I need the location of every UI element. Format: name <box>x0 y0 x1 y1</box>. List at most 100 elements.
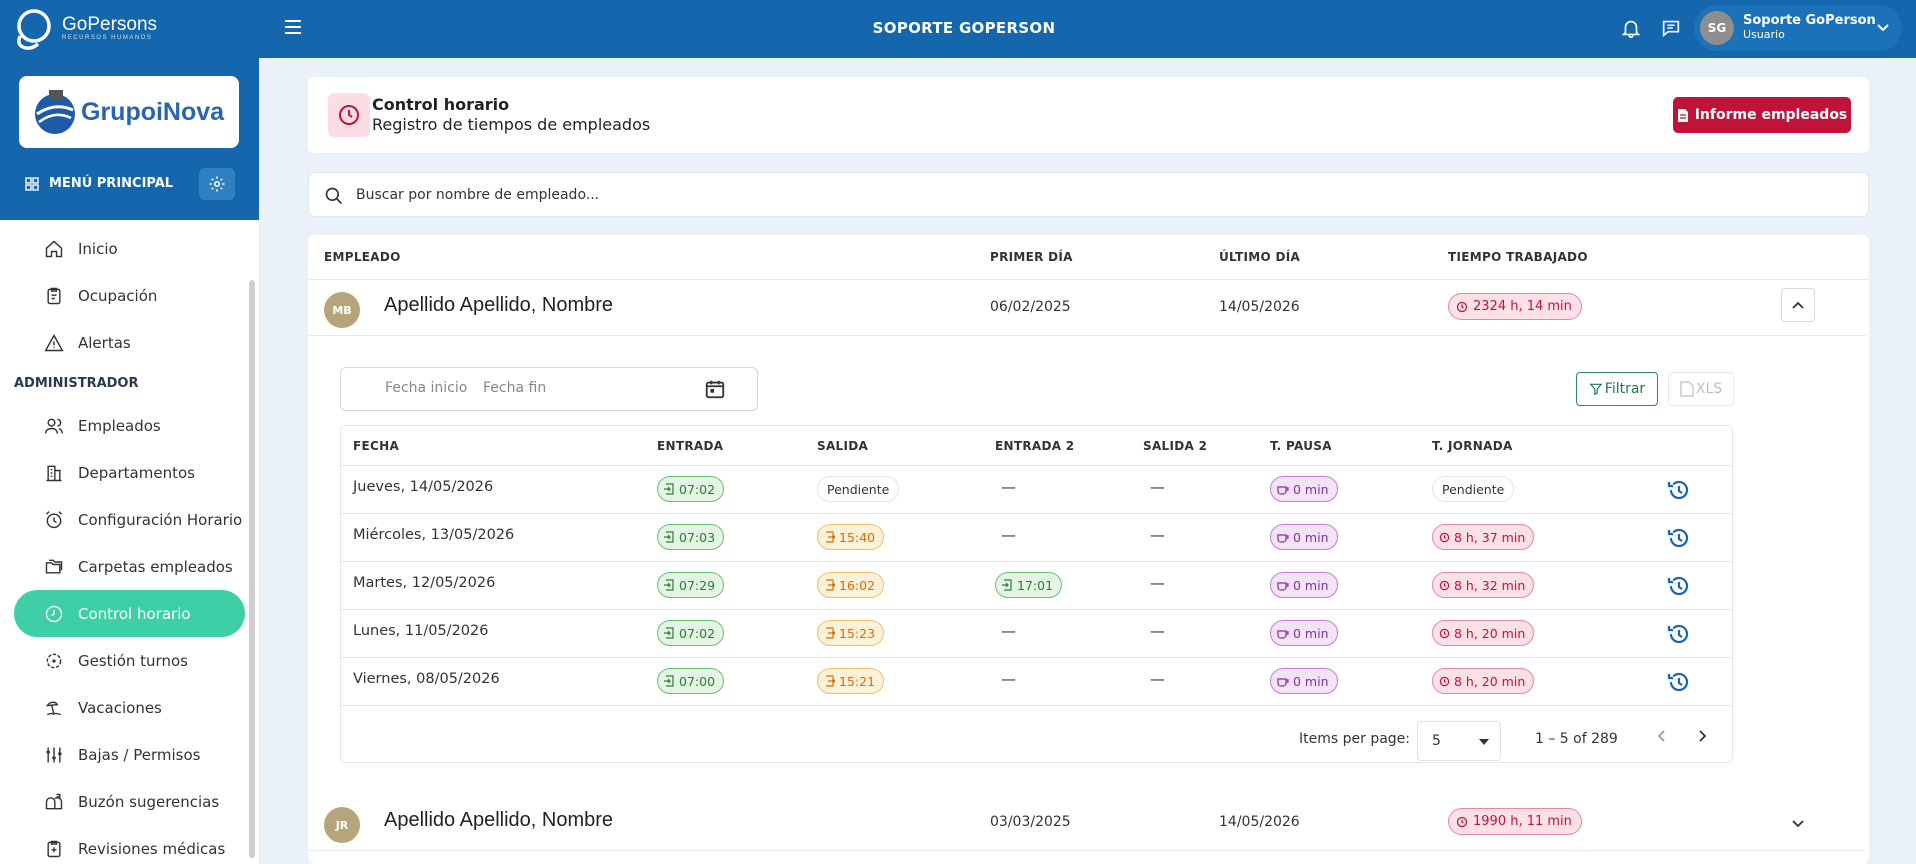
clock-icon <box>1456 816 1468 827</box>
workday-time: 8 h, 37 min <box>1454 529 1526 545</box>
sidebar-item-label: Revisiones médicas <box>78 839 226 858</box>
grid-icon <box>25 176 39 191</box>
sidebar-item-ocupacion[interactable]: Ocupación <box>14 272 245 319</box>
pause-chip: 0 min <box>1270 668 1338 694</box>
sidebar-scrollbar[interactable] <box>249 280 255 858</box>
filter-button[interactable]: Filtrar <box>1576 372 1658 406</box>
clock-icon <box>1439 532 1450 542</box>
entry-icon <box>664 531 674 543</box>
search-icon <box>325 187 343 205</box>
end-date-input[interactable] <box>483 380 573 396</box>
entry-chip: 07:03 <box>657 524 725 550</box>
search-input[interactable] <box>356 183 1756 207</box>
table-row[interactable]: MB Apellido Apellido, Nombre 06/02/2025 … <box>308 280 1866 336</box>
history-icon[interactable] <box>1667 670 1691 694</box>
sidebar-item-revisiones-medicas[interactable]: Revisiones médicas <box>14 825 245 864</box>
time-worked-badge: 1990 h, 11 min <box>1448 808 1582 835</box>
sidebar-item-inicio[interactable]: Inicio <box>14 225 245 272</box>
column-header: TIEMPO TRABAJADO <box>1448 250 1588 264</box>
table-row[interactable]: JR Apellido Apellido, Nombre 03/03/2025 … <box>308 795 1866 851</box>
record-date: Viernes, 08/05/2026 <box>353 671 500 687</box>
employee-avatar: JR <box>324 807 360 843</box>
gear-icon[interactable] <box>199 168 235 200</box>
user-menu[interactable]: SG Soporte GoPerson Usuario <box>1694 5 1902 51</box>
sidebar-item-vacaciones[interactable]: Vacaciones <box>14 684 245 731</box>
bell-icon[interactable] <box>1620 17 1642 39</box>
users-icon <box>44 418 64 434</box>
folders-icon <box>45 559 63 574</box>
gopersons-logo[interactable]: GoPersons RECURSOS HUMANOS <box>12 6 157 50</box>
company-logo: GrupoiNova <box>19 76 239 148</box>
pause-chip: 0 min <box>1270 572 1338 598</box>
column-header: ÚLTIMO DÍA <box>1219 250 1301 264</box>
exit2-time: — <box>1150 670 1165 688</box>
home-icon <box>45 240 63 257</box>
collapse-button[interactable] <box>1781 288 1815 322</box>
sidebar-item-gestion-turnos[interactable]: Gestión turnos <box>14 637 245 684</box>
exit-chip: 15:40 <box>817 524 885 550</box>
beach-icon <box>46 701 61 715</box>
menu-toggle-icon[interactable] <box>283 18 303 36</box>
sidebar-item-label: Empleados <box>78 416 161 435</box>
sidebar-item-carpetas[interactable]: Carpetas empleados <box>14 543 245 590</box>
table-row: Lunes, 11/05/2026 07:02 15:23 — — 0 min … <box>341 610 1732 658</box>
exit-time: Pendiente <box>827 481 890 497</box>
exit2-time: — <box>1150 574 1165 592</box>
xls-export-button[interactable]: XLS <box>1668 372 1734 406</box>
sidebar-item-buzon[interactable]: Buzón sugerencias <box>14 778 245 825</box>
sidebar-item-configuracion-horario[interactable]: Configuración Horario <box>14 496 245 543</box>
entry-time: 07:02 <box>679 481 716 497</box>
next-page-icon[interactable] <box>1695 729 1709 743</box>
caret-down-icon <box>1479 739 1489 745</box>
workday-time: Pendiente <box>1442 481 1505 497</box>
history-icon[interactable] <box>1667 622 1691 646</box>
column-header: ENTRADA 2 <box>995 439 1075 453</box>
start-date-input[interactable] <box>385 380 475 396</box>
time-records-table: FECHA ENTRADA SALIDA ENTRADA 2 SALIDA 2 … <box>340 425 1733 763</box>
sidebar-item-departamentos[interactable]: Departamentos <box>14 449 245 496</box>
workday-chip: 8 h, 20 min <box>1432 620 1535 646</box>
previous-page-icon[interactable] <box>1655 729 1669 743</box>
user-role: Usuario <box>1743 28 1785 41</box>
clock-icon <box>328 93 370 137</box>
building-icon <box>46 465 62 481</box>
history-icon[interactable] <box>1667 526 1691 550</box>
chat-icon[interactable] <box>1660 17 1682 39</box>
sidebar-item-empleados[interactable]: Empleados <box>14 402 245 449</box>
sidebar-item-bajas-permisos[interactable]: Bajas / Permisos <box>14 731 245 778</box>
sidebar-header: GrupoiNova MENÚ PRINCIPAL <box>0 58 259 220</box>
workday-time: 8 h, 20 min <box>1454 673 1526 689</box>
entry2-time: — <box>1001 670 1016 688</box>
exit-icon <box>826 579 835 591</box>
calendar-icon[interactable] <box>704 378 726 400</box>
first-day: 03/03/2025 <box>990 814 1071 830</box>
history-icon[interactable] <box>1667 478 1691 502</box>
main-menu-label: MENÚ PRINCIPAL <box>49 176 174 191</box>
sidebar-item-alertas[interactable]: Alertas <box>14 319 245 366</box>
employee-report-button[interactable]: Informe empleados <box>1673 97 1851 133</box>
entry2-time: — <box>1001 478 1016 496</box>
expand-button[interactable] <box>1781 807 1815 841</box>
entry-time: 07:29 <box>679 577 716 593</box>
sidebar-item-label: Bajas / Permisos <box>78 745 201 764</box>
page-size-value: 5 <box>1432 733 1441 749</box>
items-per-page-select[interactable]: 5 <box>1417 721 1501 761</box>
table-row: Viernes, 08/05/2026 07:00 15:21 — — 0 mi… <box>341 658 1732 706</box>
clock-icon <box>1456 301 1468 312</box>
clock-icon <box>1439 628 1450 638</box>
sidebar-item-label: Buzón sugerencias <box>78 792 220 811</box>
record-date: Lunes, 11/05/2026 <box>353 623 489 639</box>
page-subtitle: Registro de tiempos de empleados <box>372 115 651 134</box>
coffee-icon <box>1277 581 1289 591</box>
exit-icon <box>826 627 835 639</box>
history-icon[interactable] <box>1667 574 1691 598</box>
entry2-time: 17:01 <box>1017 577 1054 593</box>
paginator: Items per page: 5 1 – 5 of 289 <box>341 714 1732 762</box>
main-menu-button[interactable]: MENÚ PRINCIPAL <box>25 176 173 191</box>
sidebar-item-control-horario[interactable]: Control horario <box>14 590 245 637</box>
document-icon <box>1677 108 1688 122</box>
clock-icon <box>1439 580 1450 590</box>
records-header: FECHA ENTRADA SALIDA ENTRADA 2 SALIDA 2 … <box>341 426 1732 466</box>
entry-icon <box>664 579 674 591</box>
date-range-picker <box>340 367 758 411</box>
